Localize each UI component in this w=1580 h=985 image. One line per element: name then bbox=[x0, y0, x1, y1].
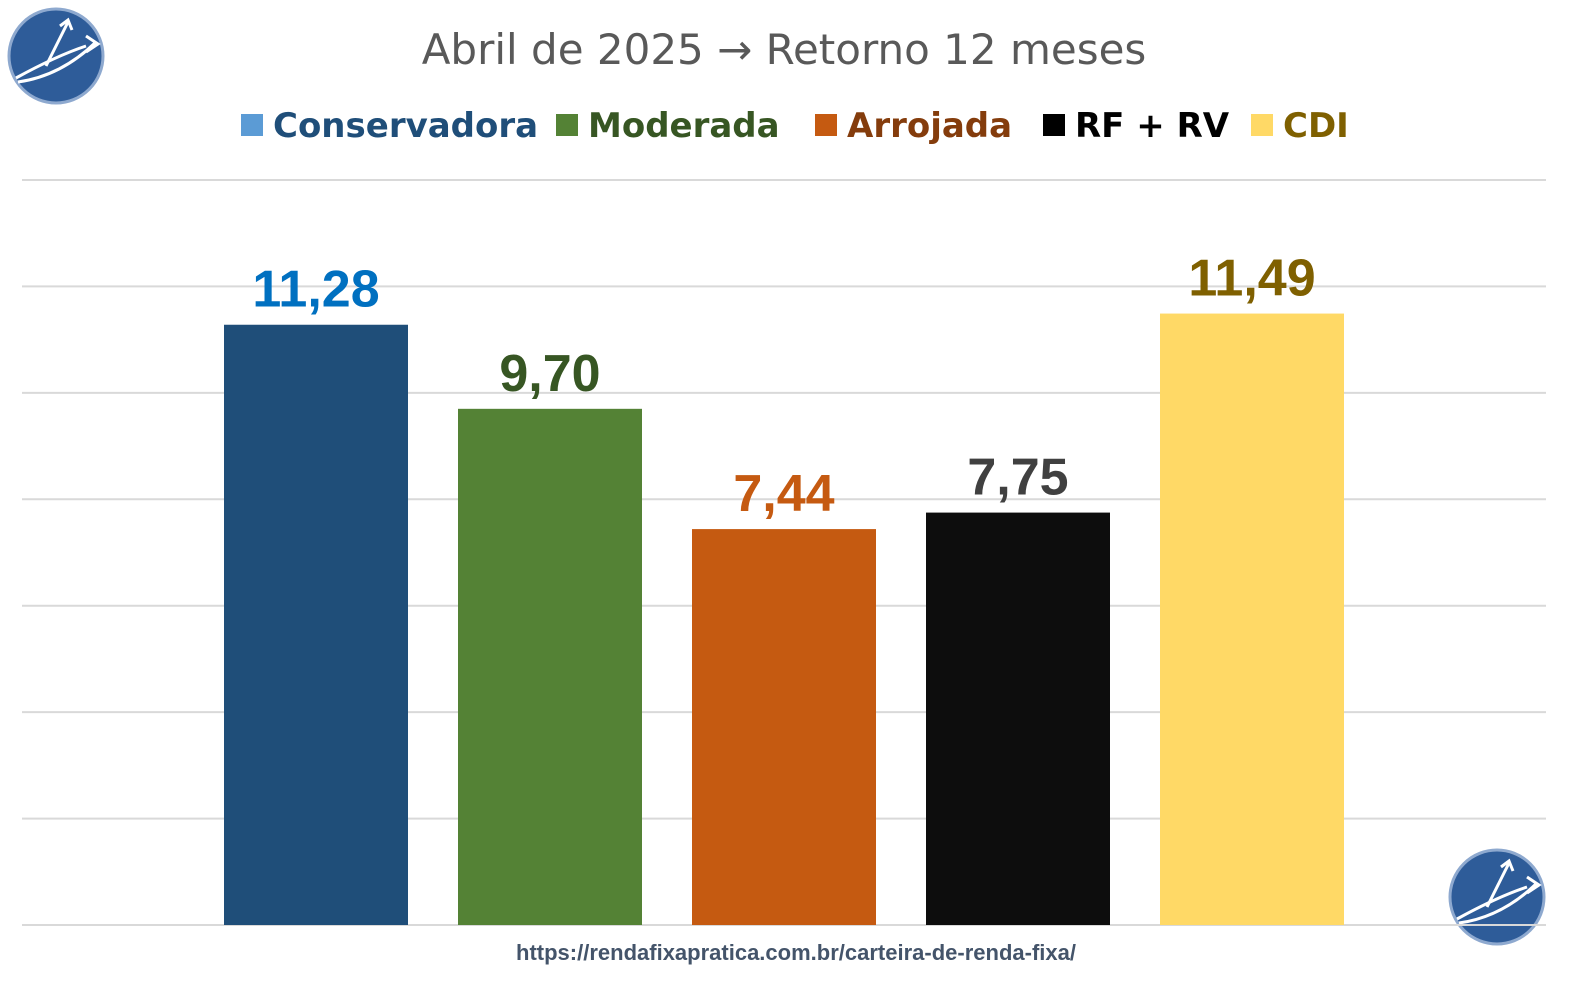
legend-swatch bbox=[556, 114, 578, 136]
bars bbox=[224, 313, 1344, 926]
growth-arrow-logo-icon bbox=[7, 7, 105, 105]
legend-item: Moderada bbox=[556, 106, 780, 146]
legend-label: Moderada bbox=[588, 106, 780, 146]
data-label: 7,75 bbox=[967, 449, 1068, 507]
legend-item: RF + RV bbox=[1043, 106, 1230, 146]
chart-title: Abril de 2025 → Retorno 12 meses bbox=[422, 25, 1147, 74]
value-labels: 11,28 9,70 7,44 7,75 11,49 bbox=[252, 250, 1315, 524]
legend-item: Arrojada bbox=[815, 106, 1012, 146]
data-label: 11,28 bbox=[252, 261, 379, 319]
source-url: https://rendafixapratica.com.br/carteira… bbox=[516, 940, 1076, 965]
bar-cdi bbox=[1160, 313, 1344, 925]
legend-label: RF + RV bbox=[1075, 106, 1230, 146]
growth-arrow-logo-icon bbox=[1448, 848, 1546, 946]
legend-swatch bbox=[1251, 114, 1273, 136]
legend-swatch bbox=[1043, 114, 1065, 136]
data-label: 11,49 bbox=[1188, 250, 1315, 308]
data-label: 7,44 bbox=[733, 465, 834, 523]
legend-swatch bbox=[241, 114, 263, 136]
legend: Conservadora Moderada Arrojada RF + RV CDI bbox=[241, 106, 1349, 146]
data-label: 9,70 bbox=[499, 345, 600, 403]
bar-arrojada bbox=[692, 529, 876, 925]
legend-label: Conservadora bbox=[273, 106, 538, 146]
legend-item: CDI bbox=[1251, 106, 1349, 146]
bar-conservadora bbox=[224, 324, 408, 925]
legend-item: Conservadora bbox=[241, 106, 538, 146]
legend-label: Arrojada bbox=[847, 106, 1012, 146]
legend-swatch bbox=[815, 114, 837, 136]
bar-rf-rv bbox=[926, 512, 1110, 925]
bar-moderada bbox=[458, 408, 642, 926]
legend-label: CDI bbox=[1283, 106, 1349, 146]
logo-bottom-right bbox=[1448, 848, 1546, 946]
logo-top-left bbox=[7, 7, 105, 105]
